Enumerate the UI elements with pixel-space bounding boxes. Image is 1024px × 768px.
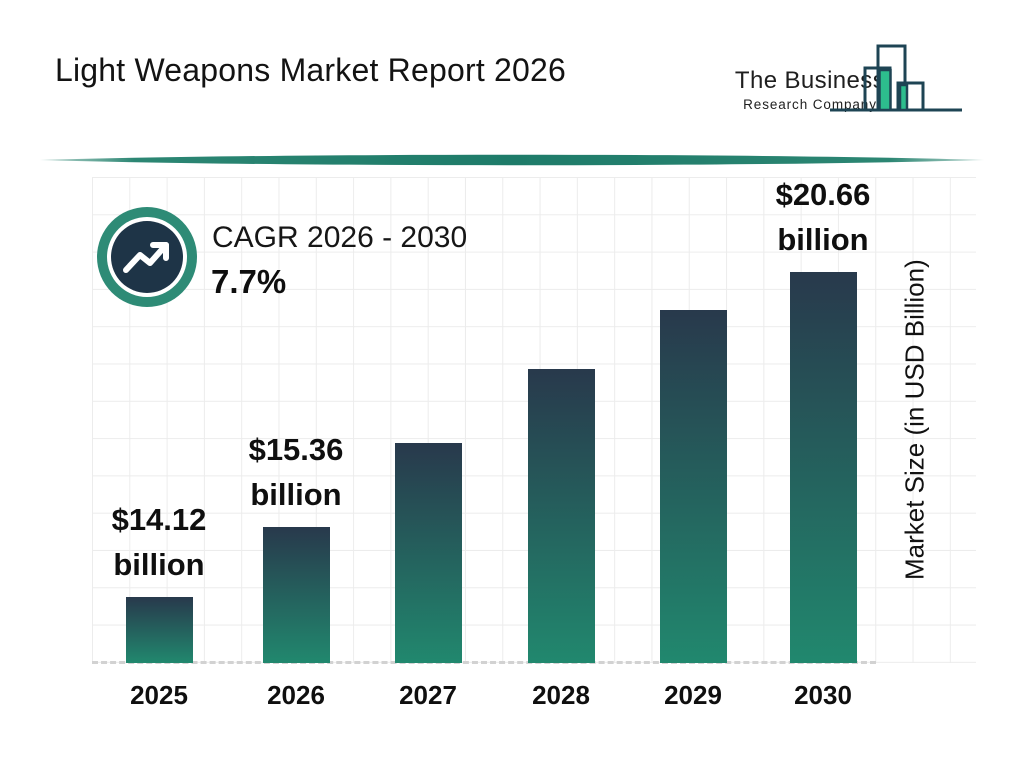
x-tick-2027: 2027 <box>399 680 457 710</box>
logo-text-primary: The Business <box>734 67 886 94</box>
x-tick-2030: 2030 <box>794 680 852 710</box>
x-tick-2026: 2026 <box>267 680 325 710</box>
x-axis-baseline <box>92 661 876 664</box>
cagr-value: 7.7% <box>211 263 287 300</box>
logo-buildings-icon <box>830 44 962 112</box>
page-title: Light Weapons Market Report 2026 <box>55 52 566 88</box>
x-tick-2028: 2028 <box>532 680 590 710</box>
y-axis-label: Market Size (in USD Billion) <box>899 259 930 581</box>
cagr-label: CAGR 2026 - 2030 <box>212 221 468 254</box>
value-label-2026: $15.36 billion <box>248 432 344 512</box>
bar-2025 <box>125 597 193 663</box>
cagr-badge <box>97 207 197 307</box>
trend-up-icon <box>123 242 169 273</box>
bar-2028 <box>527 369 595 663</box>
bar-2027 <box>394 443 462 663</box>
value-label-2025: $14.12 billion <box>111 502 207 582</box>
bar-2030 <box>789 272 857 663</box>
logo-text-secondary: Research Company <box>743 97 877 112</box>
section-divider <box>40 154 984 166</box>
bar-2026 <box>262 527 330 663</box>
company-logo: The Business Research Company <box>718 35 998 135</box>
x-tick-2029: 2029 <box>664 680 722 710</box>
bar-2029 <box>659 310 727 663</box>
value-label-2030: $20.66 billion <box>775 177 871 257</box>
x-tick-2025: 2025 <box>130 680 188 710</box>
